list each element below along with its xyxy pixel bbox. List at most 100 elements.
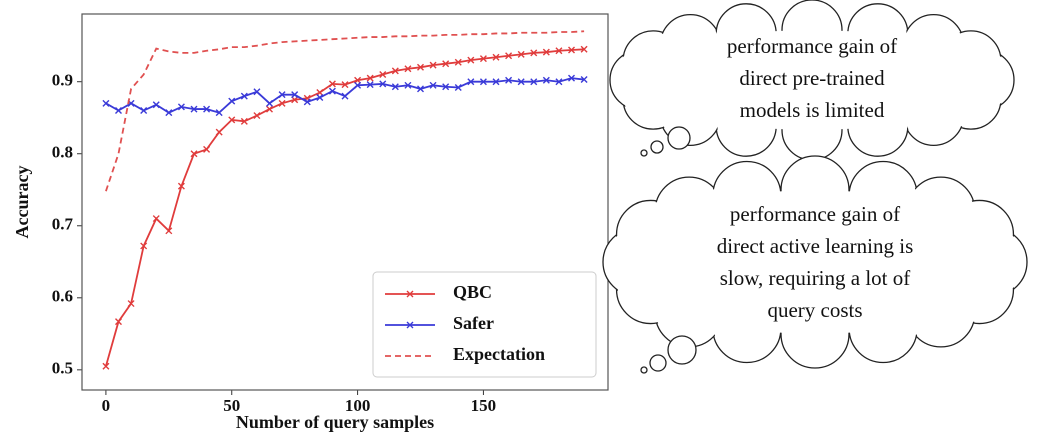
marker <box>555 47 563 55</box>
marker <box>366 81 374 89</box>
marker <box>102 362 110 370</box>
marker <box>530 78 538 86</box>
marker <box>152 101 160 109</box>
marker <box>505 76 513 84</box>
marker <box>278 99 286 107</box>
x-tick-label: 100 <box>345 396 371 415</box>
marker <box>429 61 437 69</box>
marker <box>215 109 223 117</box>
thought-bubble <box>640 149 648 157</box>
marker <box>517 78 525 86</box>
marker <box>404 65 412 73</box>
marker <box>266 105 273 113</box>
thought-bubble <box>649 354 667 372</box>
cloud-text: performance gain of <box>727 34 897 58</box>
marker <box>114 107 122 115</box>
marker <box>328 87 336 95</box>
thought-cloud: performance gain of direct active learnin… <box>602 155 1028 374</box>
marker <box>127 300 135 308</box>
marker <box>316 94 324 102</box>
marker <box>555 78 563 86</box>
series-line <box>105 30 585 192</box>
marker <box>203 105 211 113</box>
y-axis-label: Accuracy <box>12 166 32 239</box>
marker <box>479 78 487 86</box>
marker <box>152 215 160 223</box>
marker <box>291 96 299 104</box>
marker <box>341 92 349 100</box>
y-tick-label: 0.6 <box>52 287 73 306</box>
marker <box>517 50 525 58</box>
marker <box>417 85 424 93</box>
marker <box>228 116 236 124</box>
marker <box>303 98 311 106</box>
marker <box>177 103 185 111</box>
marker <box>568 46 576 54</box>
marker <box>278 91 286 99</box>
marker <box>404 81 412 89</box>
marker <box>417 63 424 71</box>
marker <box>240 92 248 100</box>
marker <box>215 128 223 136</box>
marker <box>505 52 513 60</box>
marker <box>467 78 475 86</box>
marker <box>114 318 122 326</box>
cloud-core <box>637 190 993 334</box>
marker <box>542 48 550 56</box>
cloud-text: slow, requiring a lot of <box>720 266 911 290</box>
thought-bubble <box>667 335 697 365</box>
thought-bubble <box>650 140 664 154</box>
marker <box>266 99 273 107</box>
thought-bubble <box>640 366 648 374</box>
y-tick-label: 0.5 <box>52 359 73 378</box>
x-tick-label: 0 <box>102 396 111 415</box>
marker <box>228 97 236 105</box>
x-tick-label: 150 <box>471 396 497 415</box>
marker <box>253 88 261 96</box>
legend-box <box>372 271 597 378</box>
marker <box>379 71 387 79</box>
marker <box>366 74 374 82</box>
marker <box>165 227 173 235</box>
y-tick-label: 0.7 <box>52 215 74 234</box>
y-tick-label: 0.8 <box>52 143 73 162</box>
plot-frame <box>81 13 609 391</box>
cloud-text: models is limited <box>740 98 885 122</box>
marker <box>140 107 148 115</box>
cloud-text: direct active learning is <box>717 234 914 258</box>
legend-label: QBC <box>453 282 492 302</box>
marker <box>479 55 487 63</box>
cloud-text: performance gain of <box>730 202 900 226</box>
marker <box>177 182 185 190</box>
marker <box>354 76 362 84</box>
marker <box>253 112 261 120</box>
marker <box>492 78 500 86</box>
marker <box>580 45 588 53</box>
marker <box>530 49 538 57</box>
cloud-text: query costs <box>767 298 862 322</box>
marker <box>379 80 387 88</box>
marker <box>165 109 173 117</box>
marker <box>240 117 248 125</box>
marker <box>391 83 399 91</box>
thought-cloud: performance gain of direct pre-trained mod… <box>609 0 1015 161</box>
marker <box>203 145 211 153</box>
marker <box>454 83 462 91</box>
marker <box>542 76 550 84</box>
legend-label: Safer <box>453 313 494 333</box>
x-tick-label: 50 <box>223 396 240 415</box>
marker <box>442 60 450 68</box>
marker <box>328 80 336 88</box>
cloud-text: direct pre-trained <box>739 66 885 90</box>
marker <box>291 91 299 99</box>
marker <box>341 81 349 89</box>
marker <box>492 53 500 61</box>
legend-marker <box>406 321 414 329</box>
marker <box>454 58 462 66</box>
marker <box>190 105 198 113</box>
marker <box>316 89 324 97</box>
cloud-core <box>640 30 984 130</box>
marker <box>140 242 148 250</box>
marker <box>190 150 198 158</box>
marker <box>391 67 399 75</box>
